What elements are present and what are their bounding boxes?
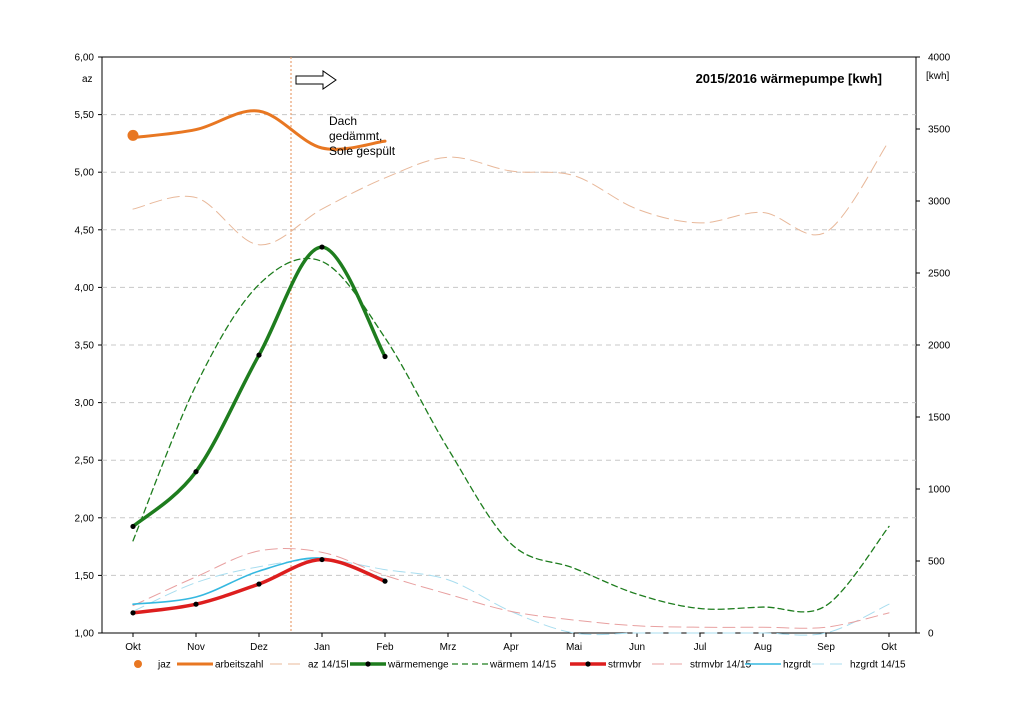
legend-label-strmvbr: strmvbr (608, 660, 642, 671)
legend-label-az-14-15l: az 14/15l (308, 660, 349, 671)
x-tick-label: Jul (694, 642, 707, 653)
series-w-rmemenge-point (382, 353, 388, 360)
x-tick-label: Mai (566, 642, 582, 653)
right-tick-label: 2500 (928, 269, 951, 280)
x-tick-label: Aug (754, 642, 772, 653)
annotation-line-1: Dach (329, 114, 357, 128)
x-tick-label: Okt (125, 642, 141, 653)
legend-swatch-jaz (134, 660, 142, 668)
left-tick-label: 1,50 (75, 571, 95, 582)
series-arbeitszahl-line (131, 109, 387, 151)
series-strmvbr-point (256, 581, 262, 587)
left-tick-label: 2,50 (75, 456, 95, 467)
arrow-right-icon (295, 70, 337, 90)
series-strmvbr-point (382, 578, 388, 584)
right-tick-label: 3000 (928, 197, 951, 208)
right-tick-label: 1500 (928, 413, 951, 424)
x-tick-label: Feb (376, 642, 394, 653)
series-jaz-point (127, 129, 139, 141)
legend-label-jaz: jaz (157, 660, 171, 671)
series-w-rmem-14-15-line (132, 257, 890, 613)
series-strmvbr-14-15-line (132, 548, 890, 629)
legend-swatch-dot (365, 661, 371, 667)
series-strmvbr-point (319, 556, 325, 563)
legend-label-strmvbr-14-15: strmvbr 14/15 (690, 660, 752, 671)
left-tick-label: 2,00 (75, 513, 95, 524)
x-tick-label: Apr (503, 642, 519, 653)
left-tick-label: 6,00 (75, 53, 95, 64)
x-tick-label: Jun (629, 642, 645, 653)
left-tick-label: 5,00 (75, 168, 95, 179)
right-tick-label: 2000 (928, 341, 951, 352)
x-tick-label: Dez (250, 642, 268, 653)
legend-label-hzgrdt-14-15: hzgrdt 14/15 (850, 660, 906, 671)
series-az-14-15l-line (132, 140, 890, 246)
annotation-line-2: gedämmt, (329, 129, 382, 143)
right-tick-label: 1000 (928, 485, 951, 496)
right-tick-label: 0 (928, 629, 934, 640)
series-w-rmemenge-point (319, 244, 325, 250)
series-w-rmemenge-point (193, 469, 199, 475)
legend-label-w-rmem-14-15: wärmem 14/15 (489, 660, 557, 671)
series-layer (127, 109, 890, 636)
left-tick-label: 3,00 (75, 398, 95, 409)
x-tick-label: Nov (187, 642, 205, 653)
right-tick-label: 500 (928, 557, 945, 568)
x-tick-label: Mrz (440, 642, 457, 653)
chart-title: 2015/2016 wärmepumpe [kwh] (696, 71, 882, 86)
series-w-rmemenge-point (130, 523, 136, 530)
right-axis-ticks: 0 500 1000 1500 2000 2500 3000 3500 4000 (916, 53, 951, 640)
left-axis-label: az (82, 74, 93, 85)
legend-label-arbeitszahl: arbeitszahl (215, 660, 263, 671)
legend: jaz arbeitszahl az 14/15l wärmemenge wärmem … (134, 660, 906, 671)
series-strmvbr-point (130, 610, 136, 616)
left-tick-label: 1,00 (75, 629, 95, 640)
legend-swatch-dot (585, 661, 591, 667)
left-axis-ticks: 1,00 1,50 2,00 2,50 3,00 3,50 4,00 4,50 5,00 5,50… (75, 53, 102, 640)
left-tick-label: 5,50 (75, 110, 95, 121)
legend-label-w-rmemenge: wärmemenge (387, 660, 449, 671)
series-strmvbr-point (193, 601, 199, 607)
x-axis-ticks: Okt Nov Dez Jan Feb Mrz Apr Mai Jun Jul Aug Sep Okt (125, 633, 897, 653)
right-tick-label: 3500 (928, 125, 951, 136)
x-tick-label: Jan (314, 642, 330, 653)
right-tick-label: 4000 (928, 53, 951, 64)
left-tick-label: 4,00 (75, 283, 95, 294)
x-tick-label: Okt (881, 642, 897, 653)
x-tick-label: Sep (817, 642, 835, 653)
series-w-rmemenge-point (256, 352, 262, 358)
annotation-line-3: Sole gespült (329, 144, 396, 158)
left-tick-label: 3,50 (75, 341, 95, 352)
left-tick-label: 4,50 (75, 225, 95, 236)
legend-label-hzgrdt: hzgrdt (783, 660, 811, 671)
right-axis-label: [kwh] (926, 71, 950, 82)
